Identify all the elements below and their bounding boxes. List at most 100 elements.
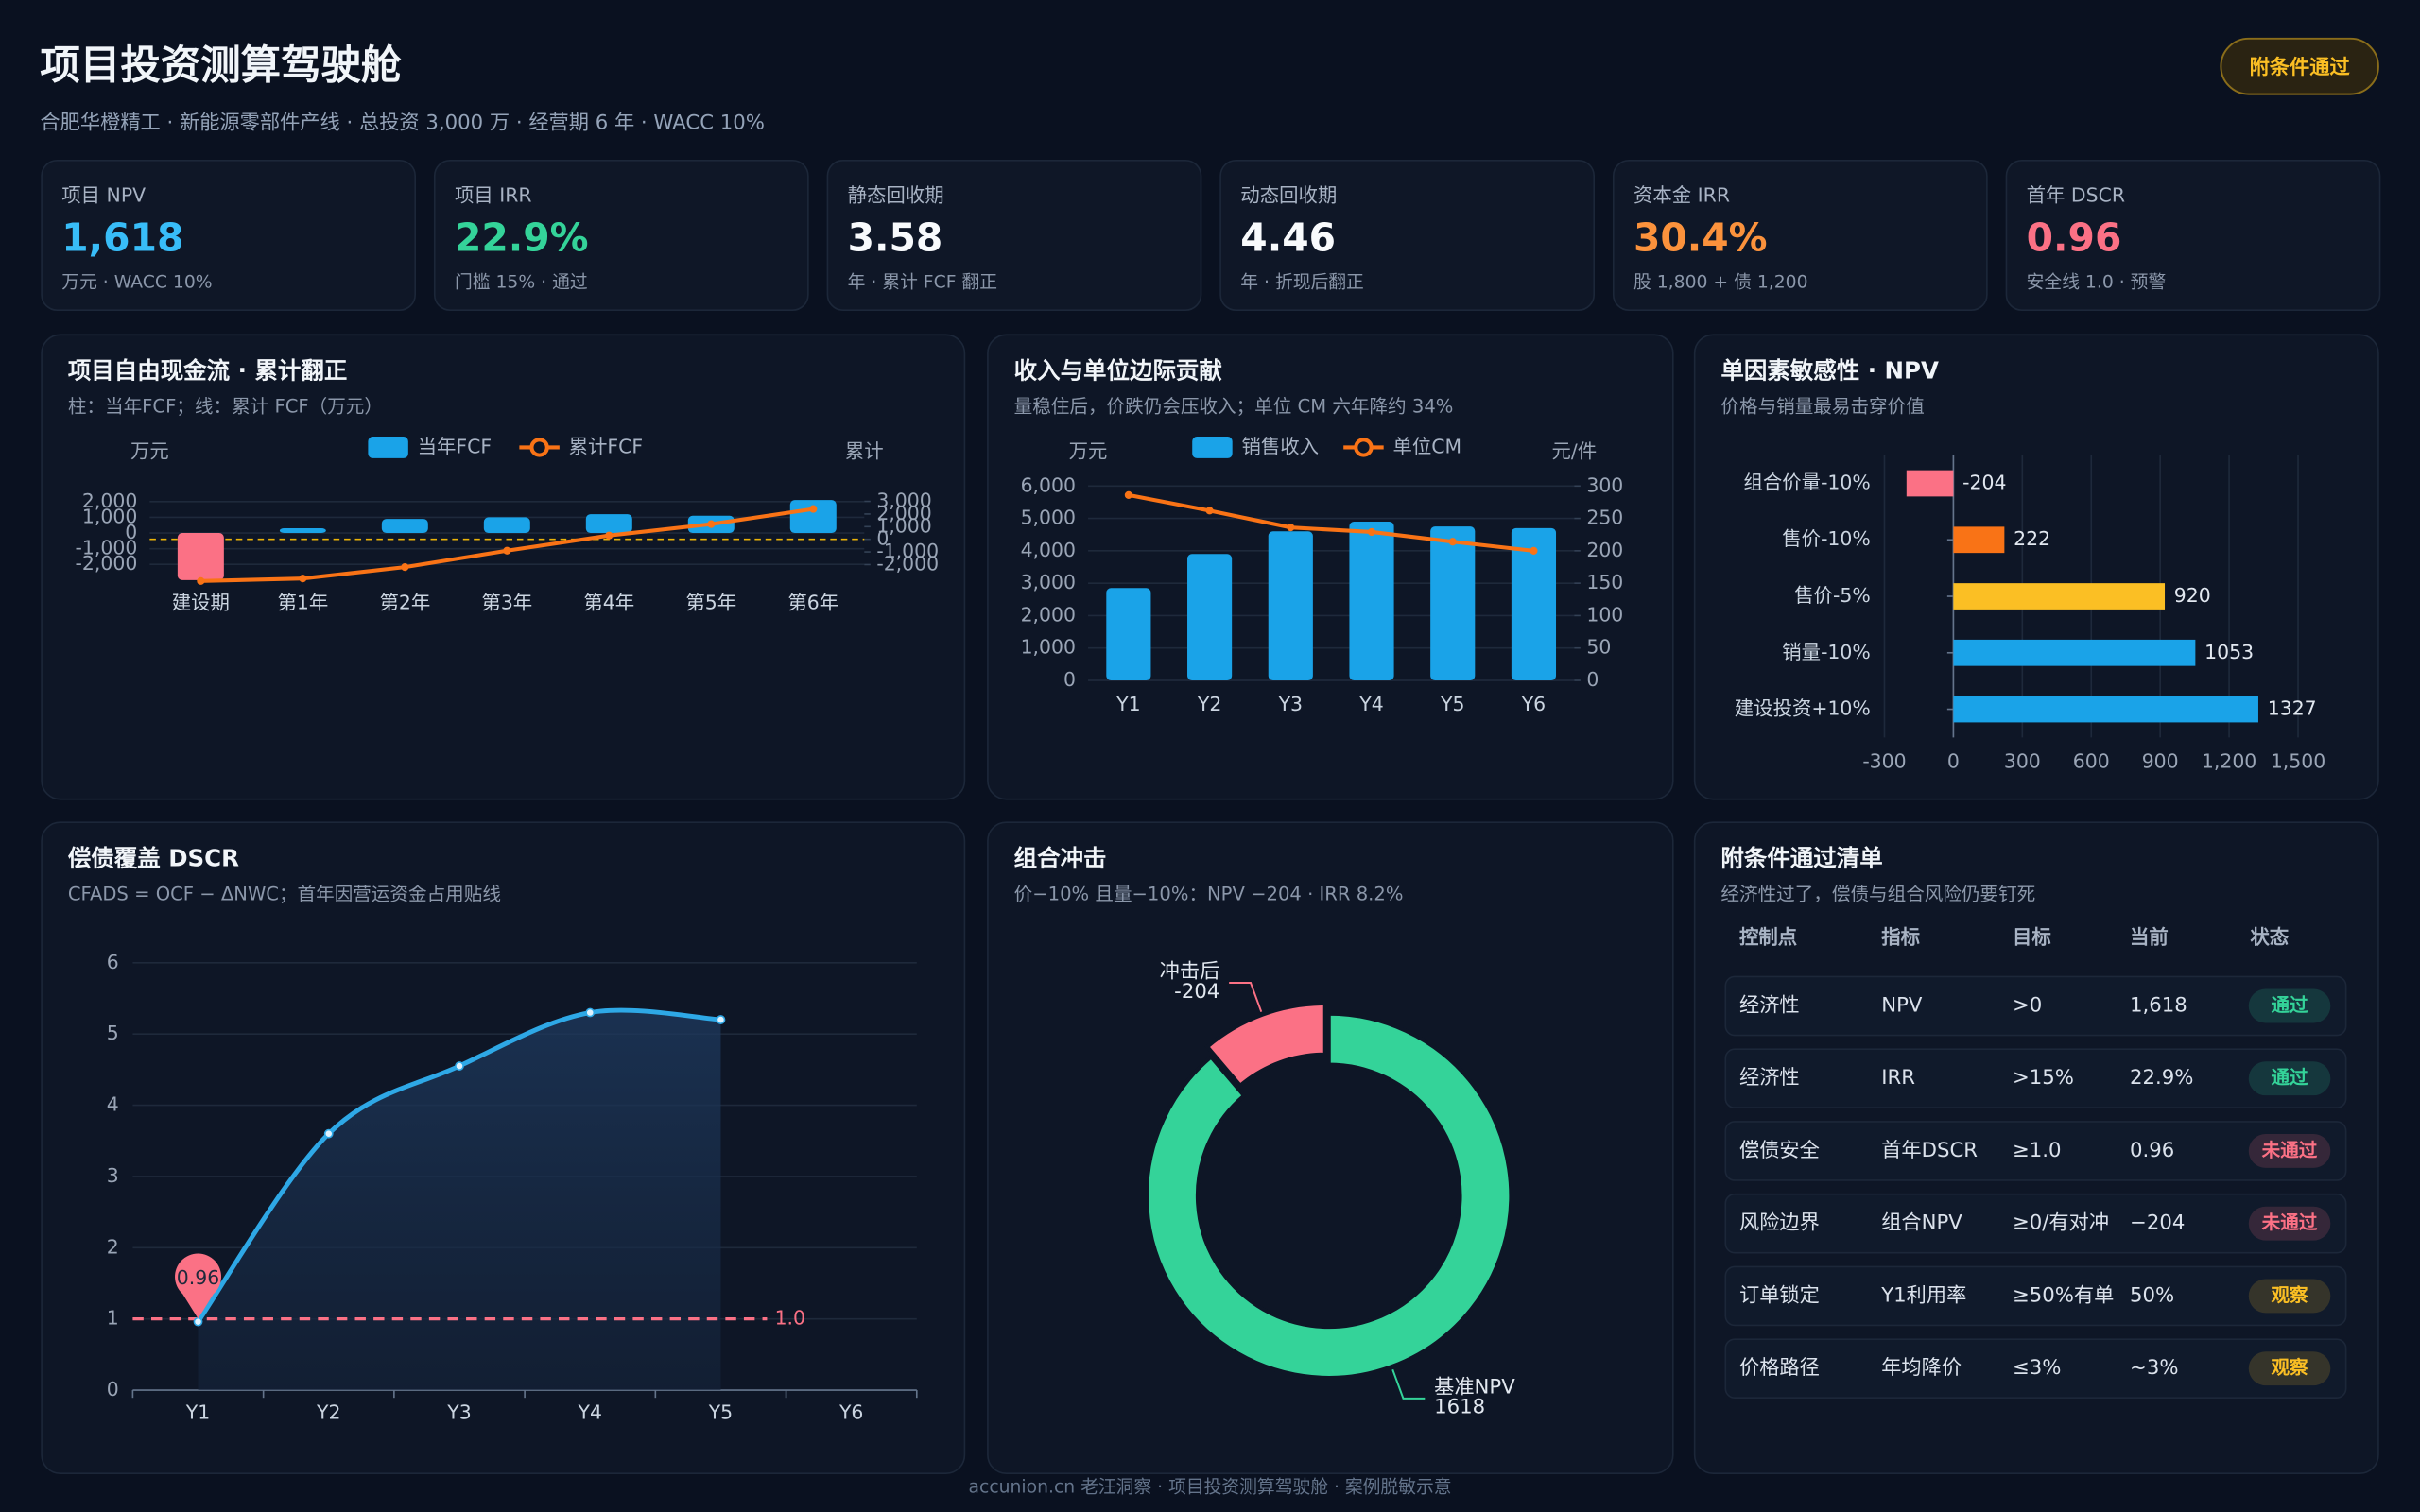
- panel: [987, 821, 1674, 1474]
- bar: [1106, 588, 1151, 680]
- status-pill: [2248, 1134, 2331, 1168]
- x-tick-label: 900: [2142, 750, 2179, 773]
- table-cell: 订单锁定: [1739, 1283, 1820, 1307]
- kpi-note: 门槛 15% · 通过: [455, 271, 588, 292]
- label-leader: [1392, 1368, 1426, 1400]
- data-label: 1053: [2204, 641, 2254, 663]
- kpi-label: 静态回收期: [848, 183, 944, 206]
- series-line: [1128, 492, 1534, 553]
- x-tick-label: 300: [2004, 750, 2041, 773]
- bar: [1187, 554, 1233, 680]
- table-cell: 0.96: [2130, 1139, 2174, 1162]
- line-point: [1205, 507, 1214, 515]
- table-cell: ≥0/有对冲: [2013, 1211, 2109, 1235]
- y2-tick-label: -1,000: [876, 540, 939, 562]
- bar: [1953, 696, 2258, 723]
- bar: [789, 500, 837, 534]
- markpoint-pin: [175, 1253, 222, 1319]
- bar: [381, 519, 428, 534]
- kpi-card: [2005, 159, 2381, 311]
- y-tick-label: 1,000: [1021, 636, 1076, 659]
- donut-slice: [1204, 1001, 1327, 1089]
- x-tick-label: Y2: [1197, 693, 1221, 715]
- x-tick-label: 0: [1947, 750, 1960, 773]
- table-cell: ≥1.0: [2013, 1139, 2062, 1162]
- status-pill: [2248, 1279, 2331, 1314]
- panel-title: 单因素敏感性 · NPV: [1720, 356, 1939, 384]
- y-tick-label: 2: [107, 1235, 119, 1258]
- threshold-label: 1.0: [775, 1307, 805, 1330]
- table-cell: 价格路径: [1739, 1356, 1820, 1380]
- label-leader: [1229, 982, 1263, 1012]
- status-text: 未通过: [2261, 1139, 2318, 1160]
- table-header: 指标: [1881, 926, 1920, 949]
- line-point: [193, 1316, 203, 1327]
- status-text: 观察: [2271, 1357, 2308, 1379]
- y2-tick-label: 250: [1586, 507, 1623, 529]
- panel: [41, 334, 966, 800]
- bar: [279, 528, 326, 534]
- kpi-note: 万元 · WACC 10%: [61, 272, 212, 292]
- bar: [585, 514, 632, 534]
- table-cell: 组合NPV: [1881, 1211, 1962, 1235]
- kpi-label: 项目 IRR: [455, 183, 532, 206]
- y2-tick-label: 3,000: [876, 490, 931, 512]
- page-title: 项目投资测算驾驶舱: [40, 43, 402, 89]
- x-tick-label: Y4: [577, 1401, 601, 1424]
- table-cell: NPV: [1881, 993, 1923, 1017]
- y2-axis-label: 累计: [845, 439, 884, 462]
- status-badge: [2220, 37, 2379, 95]
- bar: [1953, 526, 2005, 554]
- table-cell: 22.9%: [2130, 1066, 2193, 1090]
- table-row: [1724, 975, 2347, 1037]
- panel-title: 项目自由现金流 · 累计翻正: [68, 356, 347, 384]
- slice-value: 1618: [1434, 1396, 1485, 1419]
- y-tick-label: 3,000: [1021, 571, 1076, 593]
- y2-tick-label: 2,000: [876, 502, 931, 524]
- data-label: 920: [2174, 584, 2211, 607]
- legend-swatch: [1192, 437, 1233, 458]
- table-cell: 经济性: [1739, 993, 1800, 1017]
- legend-label: 累计FCF: [569, 435, 643, 457]
- bar: [1953, 639, 2196, 666]
- line-point: [1448, 538, 1457, 546]
- line-point: [503, 546, 511, 555]
- kpi-value: 3.58: [848, 215, 943, 261]
- legend-label: 销售收入: [1241, 435, 1319, 457]
- kpi-value: 1,618: [61, 215, 183, 261]
- kpi-note: 安全线 1.0 · 预警: [2027, 271, 2167, 292]
- y2-tick-label: 200: [1586, 539, 1623, 561]
- panel: [1693, 334, 2379, 800]
- table-cell: ≤3%: [2013, 1356, 2061, 1380]
- kpi-note: 年 · 折现后翻正: [1240, 271, 1364, 292]
- y-tick-label: -2,000: [76, 552, 138, 575]
- kpi-note: 年 · 累计 FCF 翻正: [848, 271, 997, 292]
- slice-label: 冲击后: [1160, 960, 1220, 984]
- kpi-card: [1219, 159, 1596, 311]
- table-cell: 1,618: [2130, 993, 2187, 1017]
- table-cell: 首年DSCR: [1881, 1139, 1978, 1162]
- kpi-note: 股 1,800 + 债 1,200: [1634, 271, 1808, 292]
- data-label: 222: [2014, 527, 2050, 550]
- y-tick-label: 0: [107, 1378, 119, 1400]
- kpi-label: 资本金 IRR: [1634, 183, 1730, 206]
- status-text: 未通过: [2261, 1211, 2318, 1233]
- table-cell: −204: [2130, 1211, 2185, 1235]
- y-tick-label: 1: [107, 1307, 119, 1330]
- bar: [1511, 527, 1557, 680]
- kpi-card: [41, 159, 416, 311]
- table-cell: ~3%: [2130, 1356, 2178, 1380]
- table-cell: 50%: [2130, 1283, 2174, 1307]
- x-tick-label: Y5: [708, 1401, 733, 1424]
- y2-tick-label: -2,000: [876, 552, 939, 575]
- line-point: [605, 531, 614, 540]
- y2-tick-label: 300: [1586, 473, 1623, 496]
- line-point: [401, 563, 409, 572]
- y-tick-label: 4: [107, 1093, 119, 1116]
- line-point: [323, 1128, 334, 1139]
- line-point: [1287, 524, 1295, 532]
- bar: [1349, 522, 1394, 680]
- x-tick-label: Y3: [446, 1401, 471, 1424]
- table-cell: IRR: [1881, 1066, 1915, 1090]
